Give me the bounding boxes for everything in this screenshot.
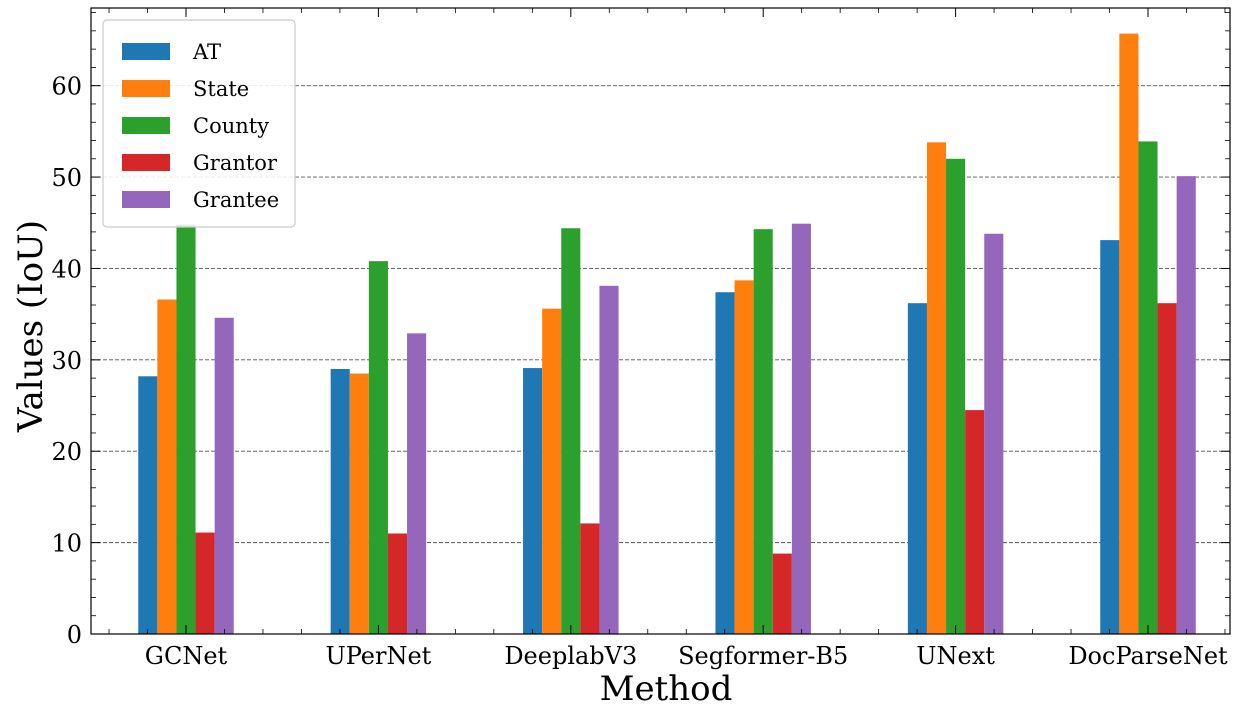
bar-county-segformer-b5	[753, 229, 773, 635]
bar-grantee-gcnet	[214, 317, 234, 634]
bar-at-deeplabv3	[523, 368, 543, 634]
legend: AT State County Grantor Grantee	[102, 19, 296, 228]
legend-swatch-grantor	[122, 154, 170, 171]
x-tick-label: UPerNet	[325, 642, 431, 670]
plot-frame	[90, 7, 1231, 635]
y-tick-label: 30	[51, 347, 82, 375]
bar-at-docparsenet	[1100, 240, 1120, 635]
x-tick-label: DeeplabV3	[504, 642, 637, 670]
bar-grantee-docparsenet	[1176, 176, 1196, 634]
bar-county-gcnet	[176, 224, 196, 635]
bar-grantee-segformer-b5	[791, 223, 811, 635]
bar-county-deeplabv3	[561, 228, 581, 634]
bar-grantee-deeplabv3	[599, 285, 619, 634]
bar-grantor-deeplabv3	[580, 523, 600, 634]
bar-grantor-gcnet	[195, 532, 215, 634]
tick-marks	[91, 8, 1230, 635]
bar-state-upernet	[349, 373, 369, 634]
x-tick-label: Segformer-B5	[678, 642, 848, 670]
y-tick-label: 10	[51, 530, 82, 558]
legend-label-county: County	[193, 114, 269, 138]
bar-grantee-unext	[984, 233, 1004, 635]
bars-group	[138, 33, 1196, 635]
bar-grantor-segformer-b5	[772, 553, 792, 634]
x-tick-label: UNext	[916, 642, 995, 670]
y-tick-label: 50	[51, 164, 82, 192]
legend-swatch-county	[122, 117, 170, 134]
legend-box	[102, 19, 296, 228]
y-tick-label: 60	[51, 73, 82, 101]
x-tick-label: GCNet	[145, 642, 228, 670]
bar-grantee-upernet	[407, 333, 427, 634]
bar-state-deeplabv3	[542, 308, 562, 634]
x-axis-label: Method	[600, 669, 733, 707]
bar-state-docparsenet	[1119, 33, 1139, 635]
legend-label-grantee: Grantee	[193, 188, 279, 212]
y-axis-label: Values (IoU)	[11, 220, 51, 433]
y-tick-label: 0	[67, 621, 82, 649]
bar-county-unext	[946, 158, 966, 634]
y-tick-label: 20	[51, 438, 82, 466]
legend-swatch-grantee	[122, 191, 170, 208]
legend-label-at: AT	[192, 40, 221, 64]
bar-grantor-docparsenet	[1157, 303, 1177, 634]
bar-at-gcnet	[138, 376, 158, 634]
x-tick-labels: GCNet UPerNet DeeplabV3 Segformer-B5 UNext Do…	[145, 642, 1228, 670]
bar-at-segformer-b5	[715, 292, 735, 634]
axes	[90, 7, 1231, 635]
bar-grantor-unext	[965, 410, 985, 634]
bar-state-gcnet	[157, 299, 177, 634]
y-tick-labels: 0 10 20 30 40 50 60	[51, 73, 82, 649]
bar-state-segformer-b5	[734, 280, 754, 634]
y-tick-label: 40	[51, 255, 82, 283]
bar-grantor-upernet	[387, 533, 408, 634]
bar-at-upernet	[330, 368, 350, 634]
bar-state-unext	[926, 142, 947, 634]
legend-label-grantor: Grantor	[193, 151, 278, 175]
bar-county-docparsenet	[1138, 141, 1158, 635]
bar-county-upernet	[368, 261, 388, 634]
x-tick-label: DocParseNet	[1068, 642, 1228, 670]
legend-label-state: State	[193, 77, 249, 101]
legend-swatch-at	[122, 43, 170, 60]
legend-swatch-state	[122, 80, 170, 97]
bar-at-unext	[907, 303, 927, 634]
